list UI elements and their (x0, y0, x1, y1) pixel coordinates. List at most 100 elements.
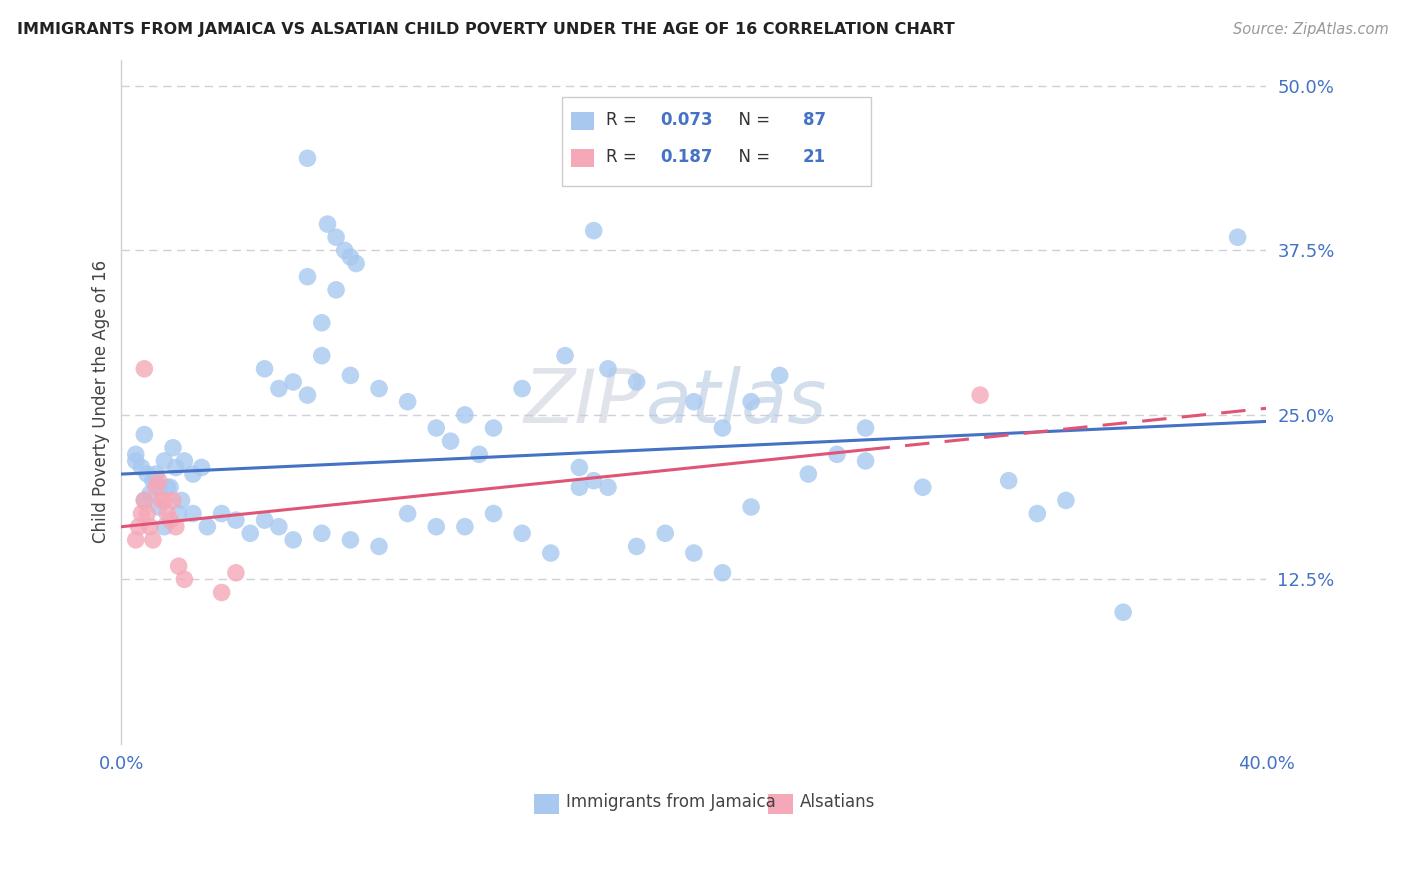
Point (454, 408, 477, 422)
Point (134, 493, 156, 508)
Point (855, 454, 877, 468)
Point (148, 480, 170, 494)
Point (142, 533, 165, 547)
Point (797, 467, 820, 481)
Point (131, 507, 153, 521)
Point (173, 454, 195, 468)
Point (134, 427, 156, 442)
Point (165, 460, 187, 475)
Point (425, 519, 447, 533)
Point (997, 474, 1019, 488)
Point (283, 375, 305, 389)
Point (181, 467, 204, 481)
Point (162, 493, 184, 508)
Point (167, 559, 190, 574)
Text: Immigrants from Jamaica: Immigrants from Jamaica (565, 793, 775, 811)
Point (153, 493, 176, 508)
Point (568, 460, 591, 475)
Point (297, 151, 319, 165)
Point (195, 519, 218, 533)
Point (311, 349, 333, 363)
Point (297, 388, 319, 402)
Point (325, 283, 347, 297)
Point (156, 480, 179, 494)
Text: R =: R = (606, 148, 641, 166)
Point (510, 382, 533, 396)
Point (136, 467, 159, 481)
Point (654, 526, 676, 541)
Point (225, 566, 247, 580)
Text: Source: ZipAtlas.com: Source: ZipAtlas.com (1233, 22, 1389, 37)
Point (740, 500, 762, 514)
Point (482, 507, 505, 521)
Point (267, 382, 290, 396)
Point (1054, 493, 1077, 508)
Point (339, 368, 361, 383)
Point (425, 421, 447, 435)
Point (125, 533, 148, 547)
Text: R =: R = (606, 111, 641, 128)
Point (239, 526, 262, 541)
Point (596, 480, 619, 494)
Text: N =: N = (728, 148, 776, 166)
Point (1226, 230, 1249, 244)
Point (582, 474, 605, 488)
Text: Alsatians: Alsatians (800, 793, 876, 811)
Point (333, 244, 356, 258)
Point (131, 460, 153, 475)
Point (855, 421, 877, 435)
Point (311, 526, 333, 541)
Point (150, 493, 173, 508)
Point (181, 507, 204, 521)
Point (711, 566, 734, 580)
Point (134, 493, 156, 508)
Point (283, 533, 305, 547)
Point (969, 388, 991, 402)
Point (682, 546, 704, 560)
Text: atlas: atlas (645, 366, 827, 438)
Point (740, 394, 762, 409)
Point (396, 394, 419, 409)
Point (167, 507, 190, 521)
Point (554, 349, 576, 363)
Point (125, 447, 148, 461)
Point (468, 447, 491, 461)
Point (568, 480, 591, 494)
Point (145, 467, 167, 481)
Point (596, 361, 619, 376)
Point (142, 474, 165, 488)
FancyBboxPatch shape (571, 112, 595, 130)
Point (368, 540, 391, 554)
Point (911, 480, 934, 494)
Point (225, 513, 247, 527)
Point (134, 361, 156, 376)
Point (190, 460, 212, 475)
Point (128, 519, 150, 533)
Point (148, 474, 170, 488)
Point (173, 572, 195, 586)
Point (482, 421, 505, 435)
Point (153, 454, 176, 468)
Point (211, 507, 233, 521)
Point (125, 454, 148, 468)
Point (711, 421, 734, 435)
Point (159, 513, 181, 527)
Point (344, 256, 367, 270)
Text: N =: N = (728, 111, 776, 128)
Point (626, 375, 648, 389)
FancyBboxPatch shape (534, 794, 558, 814)
Text: IMMIGRANTS FROM JAMAICA VS ALSATIAN CHILD POVERTY UNDER THE AGE OF 16 CORRELATIO: IMMIGRANTS FROM JAMAICA VS ALSATIAN CHIL… (17, 22, 955, 37)
Point (156, 507, 179, 521)
FancyBboxPatch shape (562, 97, 872, 186)
Point (682, 394, 704, 409)
Point (267, 519, 290, 533)
Point (769, 368, 792, 383)
Text: ZIP: ZIP (523, 366, 643, 438)
Point (145, 480, 167, 494)
Point (311, 316, 333, 330)
Point (148, 500, 170, 514)
Point (540, 546, 562, 560)
Point (253, 361, 276, 376)
Text: 0.073: 0.073 (661, 111, 713, 128)
Point (211, 585, 233, 599)
